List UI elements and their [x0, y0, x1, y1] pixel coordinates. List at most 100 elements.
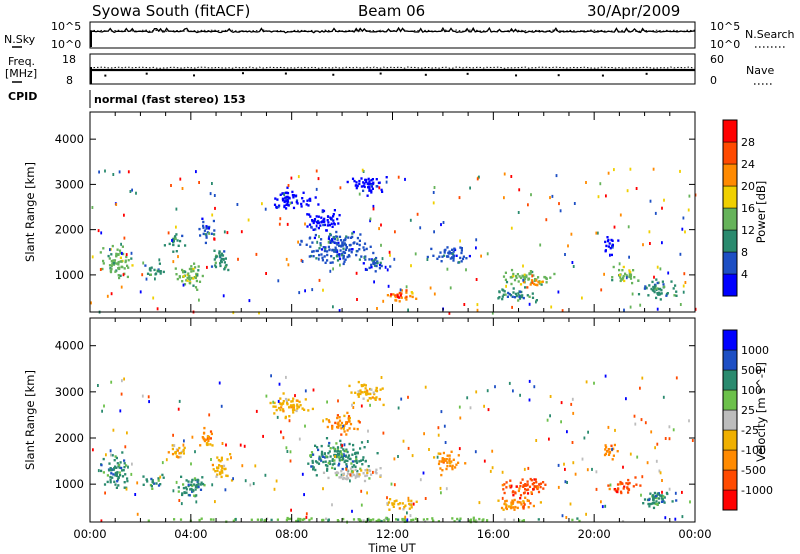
range-gate-cell — [281, 197, 284, 200]
range-gate-cell — [126, 431, 128, 435]
range-gate-cell — [459, 517, 462, 520]
range-gate-cell — [604, 374, 607, 378]
range-gate-cell — [570, 232, 573, 236]
range-gate-cell — [559, 209, 562, 213]
range-gate-cell — [374, 258, 377, 261]
range-gate-cell — [326, 425, 329, 429]
range-gate-cell — [319, 242, 322, 245]
range-gate-cell — [415, 297, 418, 300]
range-gate-cell — [660, 500, 664, 503]
range-gate-cell — [402, 439, 405, 443]
range-gate-cell — [564, 467, 566, 471]
range-gate-cell — [553, 272, 556, 276]
range-gate-cell — [449, 461, 452, 465]
range-gate-cell — [512, 389, 514, 393]
range-gate-cell — [433, 230, 435, 234]
range-gate-cell — [666, 292, 669, 295]
range-gate-cell — [397, 406, 400, 410]
nsearch-label: N.Search — [745, 28, 795, 41]
range-gate-cell — [662, 395, 665, 399]
range-gate-cell — [586, 468, 589, 472]
range-gate-cell — [110, 264, 113, 268]
range-gate-cell — [443, 251, 446, 254]
range-gate-cell — [369, 217, 372, 221]
range-gate-cell — [206, 265, 208, 269]
range-gate-cell — [511, 499, 514, 502]
range-gate-cell — [608, 242, 611, 245]
range-gate-cell — [361, 463, 364, 466]
range-gate-cell — [310, 517, 313, 520]
range-gate-cell — [659, 298, 662, 301]
range-gate-cell — [512, 501, 515, 504]
range-gate-cell — [338, 450, 341, 453]
range-gate-cell — [114, 262, 117, 265]
range-gate-cell — [443, 457, 446, 461]
range-gate-cell — [286, 191, 290, 195]
range-gate-cell — [151, 479, 154, 482]
range-gate-cell — [523, 467, 526, 471]
range-gate-cell — [175, 250, 178, 253]
range-gate-cell — [110, 469, 113, 472]
range-gate-cell — [368, 477, 371, 480]
range-gate-cell — [346, 472, 350, 475]
range-gate-cell — [148, 400, 150, 404]
range-gate-cell — [127, 266, 130, 269]
nsky-label: N.Sky — [4, 33, 36, 46]
range-gate-cell — [248, 299, 251, 303]
range-gate-cell — [115, 466, 118, 469]
range-gate-cell — [333, 237, 336, 241]
power-colorbar-label: Power [dB] — [754, 181, 768, 244]
range-gate-cell — [252, 482, 255, 486]
range-gate-cell — [620, 481, 623, 485]
range-gate-cell — [464, 462, 467, 465]
range-gate-cell — [397, 518, 400, 521]
range-gate-cell — [107, 254, 110, 258]
range-gate-cell — [610, 444, 613, 447]
range-gate-cell — [172, 243, 175, 247]
range-gate-cell — [131, 188, 133, 192]
range-gate-cell — [571, 518, 574, 522]
range-gate-cell — [126, 477, 129, 480]
range-gate-cell — [222, 294, 225, 298]
range-gate-cell — [342, 517, 345, 521]
range-gate-cell — [331, 459, 334, 462]
range-gate-cell — [209, 192, 212, 196]
range-gate-cell — [629, 275, 632, 279]
range-gate-cell — [320, 450, 324, 454]
range-gate-cell — [175, 207, 178, 211]
range-gate-cell — [327, 444, 330, 447]
range-gate-cell — [347, 415, 351, 418]
range-gate-cell — [292, 397, 295, 400]
range-gate-cell — [117, 253, 120, 256]
range-gate-cell — [306, 199, 309, 202]
range-gate-cell — [183, 491, 186, 494]
range-gate-cell — [486, 252, 489, 256]
range-gate-cell — [387, 501, 391, 504]
range-gate-cell — [299, 243, 302, 246]
range-gate-cell — [437, 462, 441, 466]
range-gate-cell — [204, 233, 207, 236]
range-gate-cell — [339, 476, 342, 479]
range-gate-cell — [607, 245, 610, 248]
range-gate-cell — [295, 200, 298, 204]
range-gate-cell — [640, 418, 643, 422]
range-gate-cell — [526, 484, 529, 487]
range-gate-cell — [539, 501, 542, 504]
range-gate-cell — [379, 263, 382, 267]
range-gate-cell — [530, 491, 533, 494]
range-gate-cell — [446, 246, 449, 249]
range-gate-cell — [512, 518, 516, 522]
range-gate-cell — [310, 254, 313, 258]
range-gate-cell — [691, 439, 694, 442]
range-gate-cell — [284, 191, 287, 195]
range-gate-cell — [503, 491, 506, 495]
range-gate-cell — [458, 519, 461, 522]
range-gate-cell — [628, 269, 631, 272]
range-gate-cell — [308, 223, 312, 226]
range-gate-cell — [218, 471, 222, 474]
range-gate-cell — [682, 290, 685, 294]
range-gate-cell — [374, 389, 377, 392]
range-gate-cell — [659, 267, 662, 271]
range-gate-cell — [198, 518, 201, 522]
range-gate-cell — [645, 286, 648, 289]
